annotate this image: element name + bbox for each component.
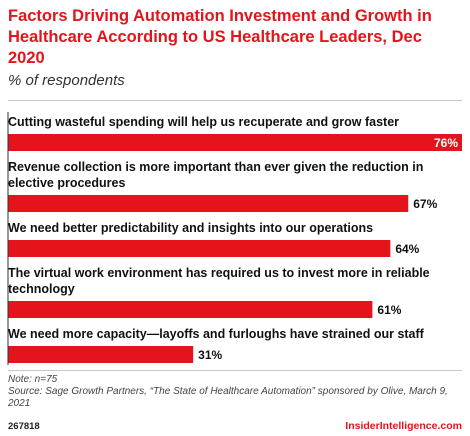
bottom-divider bbox=[8, 370, 462, 371]
chart-subtitle: % of respondents bbox=[8, 72, 125, 89]
category-label: The virtual work environment has require… bbox=[8, 266, 430, 280]
category-label: elective procedures bbox=[8, 176, 125, 190]
value-label: 31% bbox=[198, 348, 222, 362]
category-label: Revenue collection is more important tha… bbox=[8, 160, 423, 174]
chart-note: Note: n=75 bbox=[8, 374, 58, 385]
value-label: 64% bbox=[395, 242, 419, 256]
value-label: 61% bbox=[377, 303, 401, 317]
bar-chart: Cutting wasteful spending will help us r… bbox=[7, 112, 462, 365]
bar bbox=[8, 346, 194, 363]
bar bbox=[8, 195, 409, 212]
chart-id: 267818 bbox=[8, 421, 40, 432]
category-label: We need more capacity—layoffs and furlou… bbox=[8, 327, 425, 341]
category-label: We need better predictability and insigh… bbox=[8, 221, 373, 235]
top-divider bbox=[8, 100, 462, 101]
chart-title: Factors Driving Automation Investment an… bbox=[8, 7, 432, 67]
bar bbox=[8, 301, 373, 318]
value-label: 76% bbox=[434, 136, 458, 150]
bar bbox=[8, 240, 391, 257]
category-label: technology bbox=[8, 282, 75, 296]
category-label: Cutting wasteful spending will help us r… bbox=[8, 115, 399, 129]
brand-logo-text: InsiderIntelligence.com bbox=[345, 420, 462, 432]
bar bbox=[8, 134, 462, 151]
chart-source: Source: Sage Growth Partners, “The State… bbox=[8, 386, 448, 409]
value-label: 67% bbox=[413, 197, 437, 211]
